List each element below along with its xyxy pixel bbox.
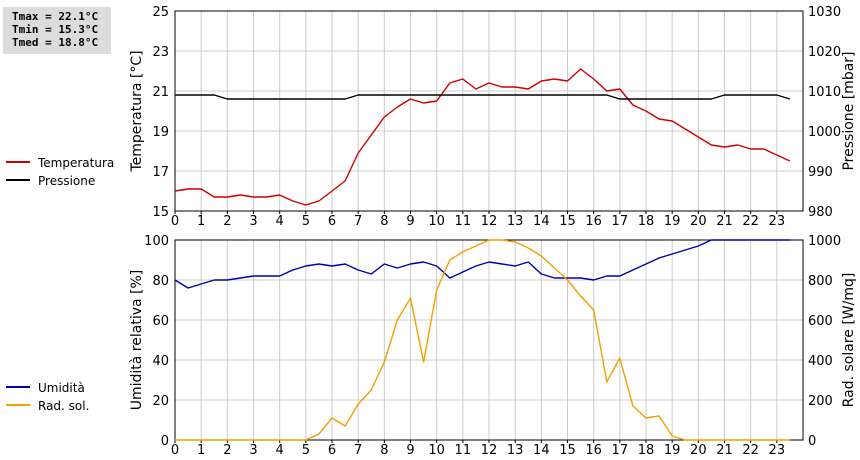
chart2-x-tick-label: 0 (171, 443, 179, 458)
chart2-y-left-tick-label: 20 (152, 394, 169, 409)
chart1-legend-label-temperatura: Temperatura (37, 156, 114, 170)
chart1-x-tick-label: 11 (455, 214, 472, 229)
chart1-series-pressione (175, 94, 791, 100)
chart2-y-left-tick-label: 80 (152, 274, 169, 289)
chart2-x-tick-label: 17 (612, 443, 629, 458)
chart2-y-right-tick-label: 200 (808, 394, 833, 409)
chart1-x-tick-label: 3 (249, 214, 257, 229)
chart1-x-tick-label: 2 (223, 214, 231, 229)
chart2-legend-label-umidit: Umidità (38, 381, 85, 395)
chart1-x-tick-label: 18 (638, 214, 655, 229)
chart2-y-left-tick-label: 40 (152, 354, 169, 369)
chart1-x-tick-label: 0 (171, 214, 179, 229)
chart2-x-tick-label: 12 (481, 443, 498, 458)
chart1-y-left-tick-label: 19 (152, 125, 169, 140)
tmax-text: Tmax = 22.1°C (12, 10, 99, 23)
chart2-series-rad-sol (175, 239, 790, 441)
chart2-series-umidit (174, 239, 790, 289)
chart2-x-tick-label: 3 (249, 443, 257, 458)
chart1-y-right-tick-label: 1020 (808, 45, 841, 60)
chart2-x-tick-label: 23 (769, 443, 786, 458)
chart1-ylabel-left: Temperatura [°C] (129, 50, 145, 172)
chart1-y-right-tick-label: 1000 (808, 125, 841, 140)
chart2-y-left-tick-label: 0 (161, 434, 169, 449)
chart1-x-tick-label: 13 (507, 214, 524, 229)
chart1-x-tick-label: 10 (428, 214, 445, 229)
chart1-x-tick-label: 14 (533, 214, 550, 229)
chart1-x-tick-label: 15 (559, 214, 576, 229)
chart1-y-right-tick-label: 980 (808, 205, 833, 220)
chart2-x-tick-label: 20 (690, 443, 707, 458)
chart2-x-tick-label: 14 (533, 443, 550, 458)
chart1-y-left-tick-label: 21 (152, 85, 169, 100)
chart2-x-tick-label: 22 (742, 443, 759, 458)
chart2-y-right-tick-label: 800 (808, 274, 833, 289)
tmed-text: Tmed = 18.8°C (12, 36, 99, 49)
chart1-y-left-tick-label: 17 (152, 165, 169, 180)
chart1-x-tick-label: 1 (197, 214, 205, 229)
chart2-x-tick-label: 4 (276, 443, 284, 458)
chart2-x-tick-label: 11 (455, 443, 472, 458)
chart2-x-tick-label: 16 (585, 443, 602, 458)
chart1-x-tick-label: 17 (612, 214, 629, 229)
chart2-x-tick-label: 13 (507, 443, 524, 458)
chart1-y-left-tick-label: 15 (152, 205, 169, 220)
stats-box: Tmax = 22.1°C Tmin = 15.3°C Tmed = 18.8°… (3, 7, 111, 54)
chart1-x-tick-label: 4 (276, 214, 284, 229)
tmin-text: Tmin = 15.3°C (12, 23, 99, 36)
chart2-ylabel-left: Umidità relativa [%] (129, 270, 145, 411)
chart2-x-tick-label: 15 (559, 443, 576, 458)
chart1-x-tick-label: 21 (716, 214, 733, 229)
chart1-y-left-tick-label: 23 (152, 45, 169, 60)
chart2-legend-label-rad-sol: Rad. sol. (38, 399, 89, 413)
chart2-x-tick-label: 2 (223, 443, 231, 458)
chart1-x-tick-label: 12 (481, 214, 498, 229)
chart1-y-left-tick-label: 25 (152, 5, 169, 20)
chart1-y-right-tick-label: 1030 (808, 5, 841, 20)
chart2-y-right-tick-label: 1000 (808, 234, 841, 249)
chart2-y-right-tick-label: 400 (808, 354, 833, 369)
chart2-x-tick-label: 8 (380, 443, 388, 458)
chart1-x-tick-label: 9 (406, 214, 414, 229)
chart2-x-tick-label: 5 (302, 443, 310, 458)
chart2-x-tick-label: 1 (197, 443, 205, 458)
chart1-x-tick-label: 19 (664, 214, 681, 229)
chart1-x-tick-label: 7 (354, 214, 362, 229)
chart2-x-tick-label: 18 (638, 443, 655, 458)
chart2-x-tick-label: 10 (428, 443, 445, 458)
chart2-y-left-tick-label: 100 (144, 234, 169, 249)
chart2-y-right-tick-label: 0 (808, 434, 816, 449)
chart1-x-tick-label: 20 (690, 214, 707, 229)
chart1-y-right-tick-label: 990 (808, 165, 833, 180)
chart2-y-left-tick-label: 60 (152, 314, 169, 329)
chart1-ylabel-right: Pressione [mbar] (841, 51, 857, 170)
chart1-y-right-tick-label: 1010 (808, 85, 841, 100)
chart1-series-temperatura (174, 68, 791, 206)
chart2-y-right-tick-label: 600 (808, 314, 833, 329)
chart2-ylabel-right: Rad. solare [W/mq] (841, 273, 857, 408)
chart2-x-tick-label: 19 (664, 443, 681, 458)
chart1-legend-label-pressione: Pressione (38, 174, 95, 188)
chart1-x-tick-label: 16 (585, 214, 602, 229)
chart2-x-tick-label: 9 (406, 443, 414, 458)
chart1-x-tick-label: 23 (769, 214, 786, 229)
chart1-x-tick-label: 6 (328, 214, 336, 229)
chart1-x-tick-label: 8 (380, 214, 388, 229)
chart1-x-tick-label: 22 (742, 214, 759, 229)
chart1-x-tick-label: 5 (302, 214, 310, 229)
chart2-x-tick-label: 7 (354, 443, 362, 458)
chart2-x-tick-label: 21 (716, 443, 733, 458)
chart2-x-tick-label: 6 (328, 443, 336, 458)
